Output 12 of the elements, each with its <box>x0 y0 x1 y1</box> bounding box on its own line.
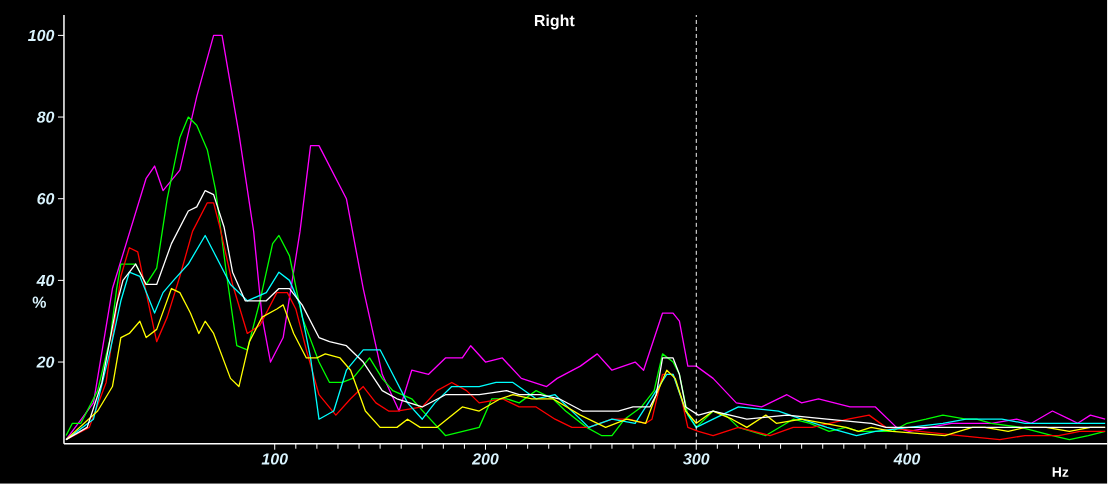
x-tick-label: 400 <box>893 453 921 465</box>
y-tick-label: 40 <box>36 274 55 287</box>
x-tick-label: 300 <box>683 453 710 465</box>
x-axis-title: Hz <box>1052 467 1069 477</box>
x-tick-label: 100 <box>261 453 288 465</box>
y-tick-label: 20 <box>36 356 55 368</box>
y-tick-label: 100 <box>28 29 55 42</box>
chart-title: Right <box>534 14 575 30</box>
y-tick-label: 60 <box>37 193 55 205</box>
y-axis-title: % <box>32 296 47 308</box>
y-tick-label: 80 <box>36 111 55 123</box>
x-tick-label: 200 <box>471 453 499 465</box>
